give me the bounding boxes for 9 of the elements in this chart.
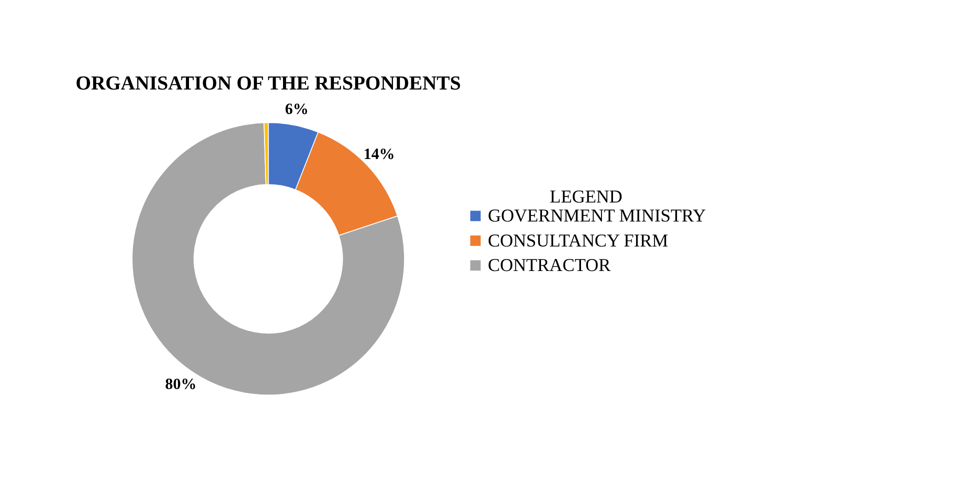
legend-label: CONSULTANCY FIRM	[488, 230, 668, 250]
chart-title: ORGANISATION OF THE RESPONDENTS	[76, 72, 461, 95]
data-label: 6%	[284, 100, 309, 118]
legend-title: LEGEND	[550, 186, 622, 207]
data-label: 14%	[364, 146, 395, 163]
legend-label: CONTRACTOR	[488, 255, 612, 276]
legend-label: GOVERNMENT MINISTRY	[488, 206, 706, 226]
donut-slice	[132, 122, 405, 396]
data-label: 80%	[165, 376, 197, 394]
